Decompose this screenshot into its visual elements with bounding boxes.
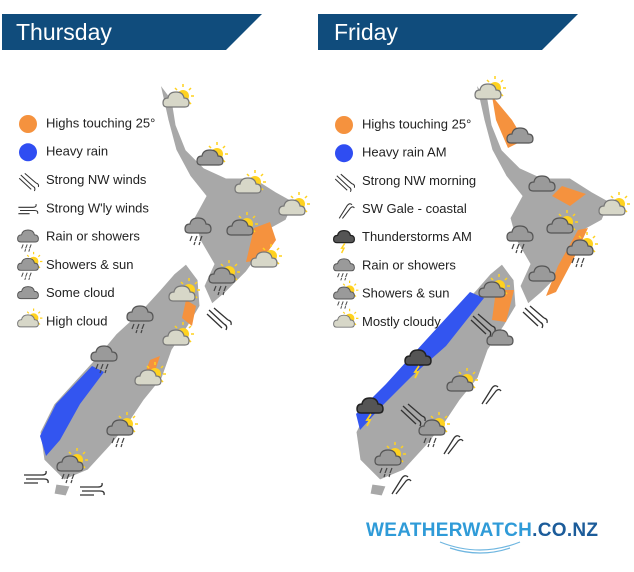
legend-swatch — [335, 144, 353, 163]
logo-swirl — [439, 541, 521, 554]
legend-icon — [332, 229, 356, 254]
legend-label: Thunderstorms AM — [362, 229, 472, 244]
legend-icon — [17, 203, 39, 215]
legend-label: Rain or showers — [362, 257, 456, 272]
legend-label: Highs touching 25° — [362, 116, 471, 131]
panel-title: Friday — [334, 19, 398, 45]
legend-swatch — [335, 116, 353, 134]
logo-main: WEATHERWATCH — [366, 520, 532, 541]
legend-label: Rain or showers — [46, 229, 140, 244]
friday-map — [355, 76, 630, 497]
legend-icon — [17, 286, 39, 300]
legend-label: Strong NW winds — [46, 172, 147, 187]
legends: Highs touching 25° Heavy rain Strong NW wi… — [17, 115, 476, 329]
legend-label: Some cloud — [46, 285, 115, 300]
legend-label: Mostly cloudy — [362, 314, 441, 329]
legend-label: Showers & sun — [46, 257, 133, 272]
legend-icon — [18, 230, 39, 252]
legend-label: Highs touching 25° — [46, 115, 155, 130]
thursday-map — [23, 84, 310, 497]
legend-label: SW Gale - coastal — [362, 201, 467, 216]
legend-icon — [334, 281, 359, 309]
legend-label: High cloud — [46, 314, 107, 329]
friday-banner — [318, 14, 578, 50]
legend-label: Strong NW morning — [362, 173, 476, 188]
legend-swatch — [19, 143, 37, 162]
legend-label: Heavy rain — [46, 144, 108, 159]
legend-label: Strong W'ly winds — [46, 200, 149, 215]
legend-icon — [334, 259, 355, 281]
logo-domain: .CO.NZ — [532, 520, 598, 541]
panel-title: Thursday — [16, 19, 112, 45]
legend-icon — [334, 309, 359, 327]
legend-label: Showers & sun — [362, 286, 449, 301]
legend-icon — [338, 203, 355, 219]
legend-icon — [334, 173, 356, 193]
legend-swatch — [19, 115, 37, 133]
logo: WEATHERWATCH.CO.NZ — [366, 520, 598, 541]
legend-label: Heavy rain AM — [362, 145, 447, 160]
legend-icon — [18, 172, 40, 192]
legend-icon — [18, 309, 43, 327]
legend-icon — [18, 252, 43, 280]
thursday-banner — [2, 14, 262, 50]
